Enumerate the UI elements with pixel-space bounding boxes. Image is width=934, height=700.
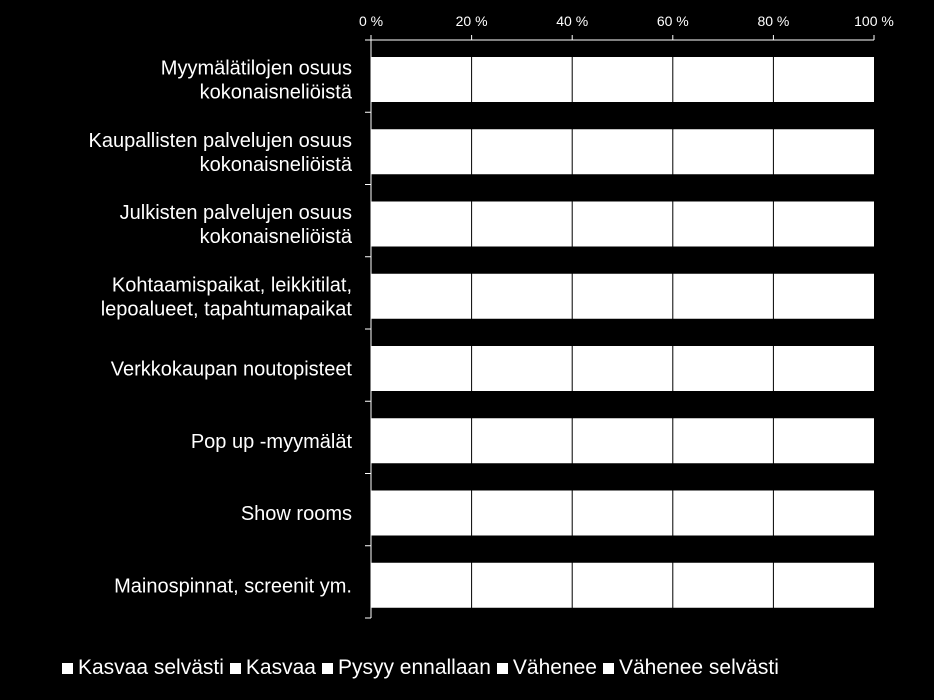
category-label: Verkkokaupan noutopisteet — [111, 359, 353, 381]
legend-swatch — [229, 662, 241, 674]
x-tick-label: 80 % — [757, 13, 789, 29]
legend-item: Pysyy ennallaan — [321, 656, 491, 680]
stacked-bar-chart: 0 % 20 % 40 % 60 % 80 % 100 % Myymälätilojen o… — [88, 13, 894, 619]
bar-0 — [371, 57, 874, 102]
bar-2 — [371, 201, 874, 247]
bar-5 — [371, 418, 874, 464]
legend-swatch — [496, 662, 508, 674]
legend-item: Vähenee — [496, 656, 597, 680]
legend-label: Vähenee selvästi — [618, 656, 779, 679]
bar-3 — [371, 273, 874, 319]
category-label: Show rooms — [241, 503, 352, 525]
x-tick-label: 100 % — [854, 13, 894, 29]
category-label: Myymälätilojen osuus kokonaisneliöistä — [161, 58, 353, 104]
category-label: Kaupallisten palvelujen osuus kokonaisnel… — [88, 130, 352, 176]
x-tick-label: 0 % — [359, 13, 383, 29]
category-label: Kohtaamispaikat, leikkitilat, lepoalueet,… — [101, 274, 353, 320]
legend-item: Kasvaa — [229, 656, 316, 680]
legend-label: Kasvaa — [245, 656, 316, 679]
category-label: Julkisten palvelujen osuus kokonaisneliöi… — [120, 202, 353, 248]
bar-6 — [371, 490, 874, 536]
x-tick-label: 40 % — [556, 13, 588, 29]
x-tick-label: 60 % — [657, 13, 689, 29]
bar-7 — [371, 562, 874, 608]
bar-1 — [371, 129, 874, 175]
legend-item: Kasvaa selvästi — [62, 656, 224, 680]
legend-swatch — [602, 662, 614, 674]
category-label: Pop up -myymälät — [191, 431, 353, 453]
legend-label: Kasvaa selvästi — [78, 656, 224, 679]
category-label: Mainospinnat, screenit ym. — [114, 575, 352, 597]
legend-swatch — [321, 662, 333, 674]
x-tick-label: 20 % — [456, 13, 488, 29]
bar-4 — [371, 346, 874, 391]
legend-swatch — [62, 662, 73, 674]
legend-item: Vähenee selvästi — [602, 656, 779, 680]
legend: Kasvaa selvästi Kasvaa Pysyy ennallaan Vähe… — [62, 654, 785, 682]
legend-label: Vähenee — [512, 656, 597, 679]
legend-label: Pysyy ennallaan — [337, 656, 491, 679]
